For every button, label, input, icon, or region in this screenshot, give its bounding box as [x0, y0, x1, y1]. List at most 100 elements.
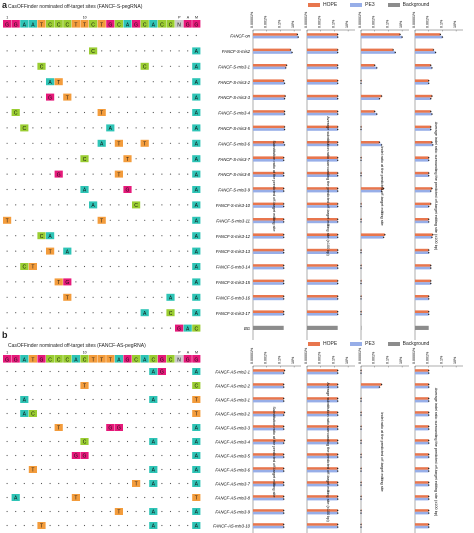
base-letter: C [134, 203, 138, 209]
match-dot [40, 468, 43, 471]
replicate-point [283, 372, 285, 374]
replicate-point [428, 252, 430, 254]
replicate-point [399, 33, 401, 36]
match-dot [40, 142, 43, 144]
mismatch-base: A [106, 124, 115, 132]
match-dot [58, 96, 60, 98]
match-dot [178, 111, 180, 114]
match-dot [126, 127, 129, 129]
base-cell-bg [192, 186, 201, 193]
ref-base-18: G [157, 355, 166, 363]
base-cell-bg [89, 201, 98, 209]
match-dot [15, 127, 17, 129]
match-dot [32, 482, 34, 485]
match-dot [15, 312, 17, 314]
base-cell-bg [123, 20, 132, 28]
match-dot [83, 510, 86, 513]
match-dot [83, 296, 86, 298]
replicate-point [374, 64, 376, 67]
base-letter: C [22, 265, 26, 271]
base-letter: G [177, 326, 181, 332]
base-letter: T [100, 111, 103, 117]
match-dot [83, 482, 86, 485]
base-letter: A [195, 157, 199, 163]
match-dot [152, 142, 154, 144]
legend-swatch-background [387, 3, 400, 7]
match-dot [23, 327, 25, 329]
legend-swatch-hope [308, 342, 320, 346]
match-dot [23, 235, 25, 237]
bar-pe3 [415, 483, 429, 487]
mismatch-base: T [114, 508, 123, 516]
base-cell-bg [192, 309, 201, 317]
match-dot [83, 173, 86, 175]
replicate-point [431, 95, 433, 97]
replicate-point [360, 313, 362, 315]
match-dot [75, 384, 77, 387]
mismatch-base: T [97, 109, 106, 117]
replicate-point [430, 203, 432, 205]
pam-label-2: M [195, 351, 198, 355]
base-cell-bg [192, 278, 201, 286]
match-dot [161, 312, 163, 314]
replicate-point [384, 234, 386, 236]
replicate-point [392, 49, 394, 51]
match-dot [144, 496, 146, 499]
base-letter: C [194, 384, 198, 390]
bar-hope [361, 187, 384, 190]
match-dot [32, 250, 34, 252]
axis-title: Average indel ratio surrounding the pred… [434, 388, 438, 517]
bar-hope [361, 33, 401, 36]
match-dot [58, 34, 60, 37]
mismatch-base: G [46, 93, 55, 101]
match-dot [75, 250, 77, 252]
match-dot [126, 50, 129, 52]
match-dot [92, 281, 94, 283]
bar-hope [307, 264, 338, 267]
match-dot [6, 50, 8, 52]
base-cell-bg [192, 293, 201, 301]
bar-hope [415, 171, 429, 175]
bar-pe3 [307, 205, 338, 208]
row-label: FANCF-AS-mis3-7 [215, 482, 250, 487]
bar-pe3 [415, 97, 431, 100]
match-dot [118, 96, 120, 98]
ref-base-7: C [63, 355, 72, 363]
match-dot [40, 454, 43, 457]
replicate-point [360, 439, 362, 442]
match-dot [15, 412, 17, 415]
base-cell-bg [28, 355, 37, 363]
match-dot [49, 111, 51, 114]
bar-hope [253, 453, 284, 456]
match-dot [49, 398, 51, 401]
tick-label: 0.1% [331, 19, 335, 28]
replicate-point [337, 33, 339, 36]
replicate-point [428, 80, 430, 82]
ref-base-9: T [80, 20, 89, 28]
bar-pe3 [307, 297, 338, 301]
base-cell-bg [114, 355, 123, 363]
match-dot [109, 265, 111, 268]
tick-label: 0.00001% [358, 347, 362, 364]
base-letter: A [66, 249, 70, 255]
base-cell-bg [114, 508, 123, 515]
match-dot [144, 524, 146, 527]
base-letter: A [48, 234, 52, 240]
replicate-point [360, 267, 362, 269]
base-cell-bg [192, 47, 201, 55]
mismatch-base: T [37, 522, 46, 530]
match-dot [83, 524, 86, 527]
replicate-point [283, 414, 285, 416]
base-cell-bg [89, 47, 98, 55]
match-dot [15, 204, 17, 206]
ref-base-15: C [132, 355, 141, 363]
base-cell-bg [157, 355, 166, 363]
match-dot [178, 50, 180, 52]
match-dot [109, 296, 111, 298]
bar-pe3 [253, 128, 285, 131]
match-dot [75, 173, 77, 175]
match-dot [101, 127, 103, 129]
replicate-point [428, 442, 430, 444]
replicate-point [337, 295, 339, 297]
match-dot [49, 312, 51, 314]
